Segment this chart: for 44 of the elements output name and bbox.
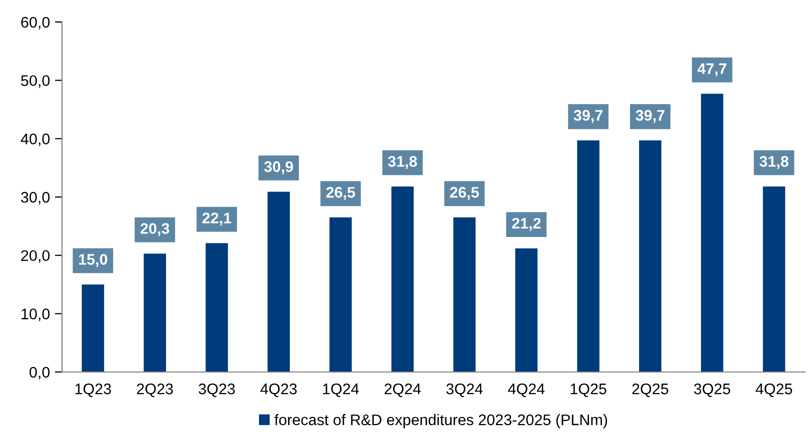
x-tick-label: 4Q25 <box>756 384 792 398</box>
y-tick-label: 20,0 <box>21 250 50 263</box>
bar <box>762 186 786 372</box>
y-tick-label: 40,0 <box>20 134 50 146</box>
x-tick-label: 4Q24 <box>508 384 545 398</box>
data-label: 20,3 <box>140 223 170 236</box>
x-tick-label: 3Q25 <box>694 384 730 398</box>
y-tick-label: 10,0 <box>22 308 50 322</box>
x-tick-label: 2Q23 <box>136 384 173 398</box>
data-label: 39,7 <box>636 110 664 123</box>
data-label: 26,5 <box>450 186 479 200</box>
bar <box>700 94 724 372</box>
data-label: 26,5 <box>326 186 356 200</box>
x-tick-label: 1Q23 <box>75 384 111 398</box>
y-tick-label: 50,0 <box>21 75 50 88</box>
legend-label: forecast of R&D expenditures 2023-2025 (PLNm) <box>274 414 608 428</box>
x-tick-label: 1Q24 <box>323 384 359 398</box>
bar <box>391 186 414 372</box>
bar <box>144 254 166 372</box>
data-label: 15,0 <box>79 254 108 268</box>
x-tick-label: 1Q25 <box>570 384 606 398</box>
bar <box>268 192 290 372</box>
data-label: 21,2 <box>512 218 541 231</box>
bar <box>515 248 538 372</box>
x-tick-label: 2Q24 <box>384 384 421 398</box>
data-label: 47,7 <box>697 63 726 76</box>
x-tick-label: 2Q25 <box>632 384 668 398</box>
x-tick-label: 4Q23 <box>260 384 297 398</box>
data-label: 39,7 <box>574 110 602 123</box>
data-label: 31,8 <box>760 156 788 170</box>
y-tick-label: 0,0 <box>30 366 50 380</box>
bar <box>82 284 104 372</box>
bar <box>577 140 600 372</box>
data-label: 22,1 <box>202 212 232 226</box>
x-tick-label: 3Q24 <box>446 384 483 398</box>
bar <box>206 243 228 372</box>
bar <box>329 217 352 372</box>
bar <box>639 140 662 372</box>
bar <box>453 217 476 372</box>
x-tick-label: 3Q23 <box>198 384 235 398</box>
data-label: 31,8 <box>388 156 417 170</box>
data-label: 30,9 <box>264 161 294 174</box>
y-tick-label: 30,0 <box>21 192 50 204</box>
y-tick-label: 60,0 <box>21 16 50 30</box>
